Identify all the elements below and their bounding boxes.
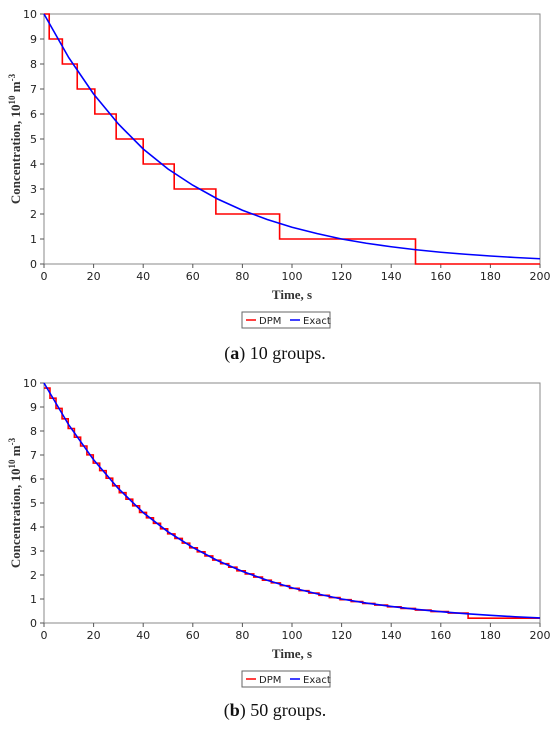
chart-a-xtick-label: 60 [186, 270, 200, 283]
caption-b: (b) 50 groups. [223, 700, 327, 720]
chart-a-series-dpm [44, 13, 540, 265]
caption-a: (a) 10 groups. [224, 343, 326, 363]
chart-b-series-dpm [44, 387, 540, 619]
chart-a-ytick-label: 7 [30, 83, 37, 96]
chart-a-ytick-label: 8 [30, 58, 37, 71]
chart-a-xtick-label: 0 [41, 270, 48, 283]
chart-a-xtick-label: 180 [480, 270, 501, 283]
chart-a-xtick-label: 120 [331, 270, 352, 283]
chart-b-ytick-label: 3 [30, 545, 37, 558]
chart-a-xtick-label: 140 [381, 270, 402, 283]
chart-b-ytick-label: 9 [30, 401, 37, 414]
chart-a-xtick-label: 100 [282, 270, 303, 283]
chart-b-legend-box [241, 670, 331, 688]
caption-b-label: b [229, 700, 240, 720]
chart-b-ytick-label: 0 [30, 617, 37, 630]
chart-b-x-axis-title: Time, s [272, 646, 312, 661]
chart-a-xtick-label: 200 [530, 270, 550, 283]
chart-b-ytick-label: 6 [30, 473, 37, 486]
chart-a-ytick-label: 6 [30, 108, 37, 121]
chart-b-xtick-label: 80 [235, 629, 249, 642]
chart-a-series-exact [43, 13, 541, 260]
chart-b-ytick-label: 1 [30, 593, 37, 606]
chart-b-ytick-label: 2 [30, 569, 37, 582]
chart-b-legend-label-exact: Exact [303, 675, 331, 686]
chart-a-ytick-label: 1 [30, 233, 37, 246]
chart-a-xtick-label: 160 [430, 270, 451, 283]
chart-panel-a: 0 1 2 3 4 5 6 7 8 9 10 0 20 40 60 80 100 120 140 160 180 200 T… [0, 0, 550, 345]
chart-a-xtick-label: 80 [235, 270, 249, 283]
chart-b-legend-label-dpm: DPM [259, 675, 281, 686]
chart-a-x-axis-title: Time, s [272, 287, 312, 302]
chart-b-series-exact [43, 382, 541, 619]
chart-b-xtick-label: 140 [381, 629, 402, 642]
chart-a-legend-label-dpm: DPM [259, 316, 281, 327]
chart-a-ytick-label: 5 [30, 133, 37, 146]
chart-a-legend-box [241, 311, 331, 329]
chart-b-xtick-label: 160 [430, 629, 451, 642]
chart-b-y-axis-title: Concentration, 1010 m-3 [7, 437, 23, 568]
chart-a-xtick-label: 20 [87, 270, 101, 283]
chart-b-ytick-label: 5 [30, 497, 37, 510]
chart-a-ytick-label: 2 [30, 208, 37, 221]
chart-b-xtick-label: 200 [530, 629, 550, 642]
chart-a-y-axis-title: Concentration, 1010 m-3 [7, 73, 23, 204]
chart-a-ytick-label: 9 [30, 33, 37, 46]
chart-b-ytick-label: 4 [30, 521, 37, 534]
chart-a-ytick-label: 10 [23, 8, 37, 21]
caption-a-label: a [230, 343, 240, 363]
chart-b-xtick-label: 0 [41, 629, 48, 642]
chart-a-xtick-label: 40 [136, 270, 150, 283]
chart-b-ytick-label: 7 [30, 449, 37, 462]
chart-a-ytick-label: 4 [30, 158, 37, 171]
caption-a-text: 10 groups. [245, 343, 326, 363]
chart-b-xtick-label: 60 [186, 629, 200, 642]
chart-b-ytick-label: 8 [30, 425, 37, 438]
chart-a-legend-label-exact: Exact [303, 316, 331, 327]
caption-b-text: 50 groups. [245, 700, 327, 720]
chart-b-xtick-label: 180 [480, 629, 501, 642]
chart-b-xtick-label: 120 [331, 629, 352, 642]
chart-b-xtick-label: 40 [136, 629, 150, 642]
chart-panel-b: 0 1 2 3 4 5 6 7 8 9 10 0 20 40 60 80 100 120 140 160 180 200 T… [0, 367, 550, 731]
chart-b-xtick-label: 100 [282, 629, 303, 642]
chart-b-xtick-label: 20 [87, 629, 101, 642]
chart-a-ytick-label: 0 [30, 258, 37, 271]
chart-a-ytick-label: 3 [30, 183, 37, 196]
chart-b-ytick-label: 10 [23, 377, 37, 390]
